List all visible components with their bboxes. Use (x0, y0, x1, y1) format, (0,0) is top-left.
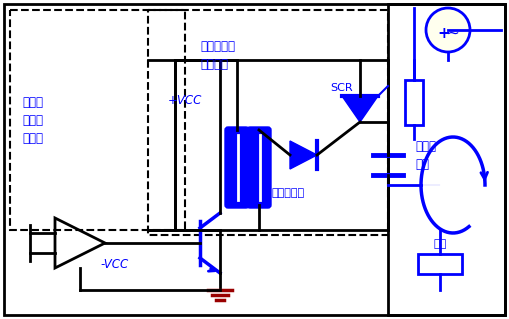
Bar (148, 10, 388, 235)
Bar (10, 10, 185, 230)
Bar (418, 254, 462, 274)
Text: 负载: 负载 (433, 239, 446, 249)
Text: 控制电
路印刷
电路板: 控制电 路印刷 电路板 (22, 95, 43, 145)
Polygon shape (342, 96, 378, 122)
FancyBboxPatch shape (247, 127, 271, 208)
Bar (388, 4, 505, 315)
Text: 功率电路印
制电路板: 功率电路印 制电路板 (200, 40, 235, 71)
Text: 高功率
线路: 高功率 线路 (415, 139, 436, 170)
Polygon shape (290, 141, 317, 169)
FancyBboxPatch shape (225, 127, 249, 208)
Text: +VCC: +VCC (168, 93, 203, 107)
Bar (405, 80, 423, 125)
Text: 脉冲变压器: 脉冲变压器 (272, 188, 305, 198)
Circle shape (426, 8, 470, 52)
Text: ~: ~ (446, 26, 460, 41)
Text: SCR: SCR (330, 83, 353, 93)
Text: +: + (438, 26, 450, 41)
Text: -VCC: -VCC (100, 258, 128, 271)
